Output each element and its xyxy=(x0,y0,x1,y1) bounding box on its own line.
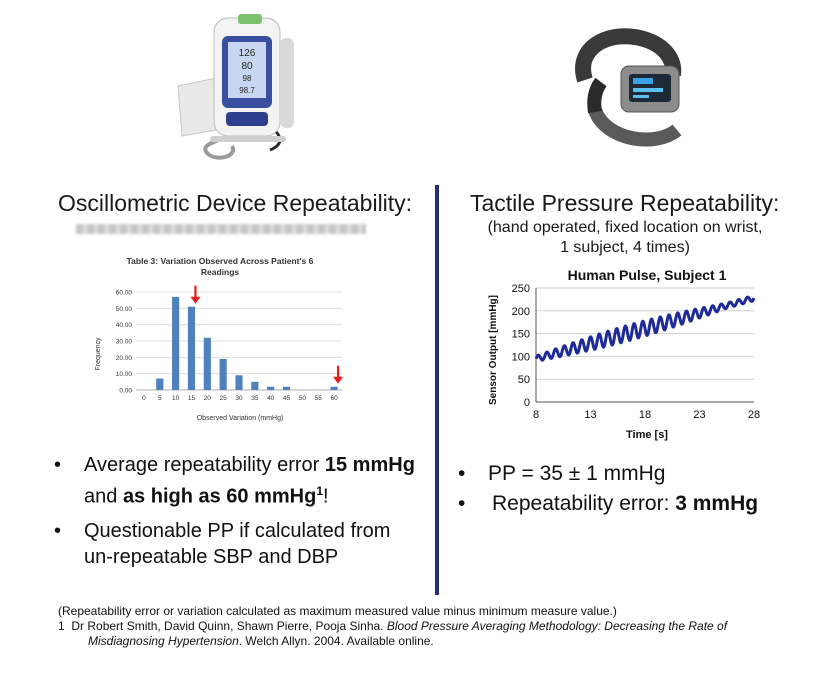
pulse-y-label: Sensor Output [mmHg] xyxy=(488,295,499,405)
pulse-x-tick: 23 xyxy=(693,409,705,421)
pulse-y-tick: 50 xyxy=(518,374,530,386)
footnote-note: (Repeatability error or variation calcul… xyxy=(58,604,617,618)
histogram-bar xyxy=(172,296,180,390)
histogram-y-tick: 40.00 xyxy=(116,322,133,329)
right-heading: Tactile Pressure Repeatability: xyxy=(470,190,780,216)
pulse-y-tick: 100 xyxy=(512,351,530,363)
footnote-authors: Dr Robert Smith, David Quinn, Shawn Pier… xyxy=(71,619,387,633)
histogram-bar xyxy=(156,378,164,390)
histogram-y-tick: 30.00 xyxy=(116,339,133,346)
column-divider xyxy=(435,185,439,595)
bullet-text: Questionable PP if calculated from un-re… xyxy=(84,519,391,568)
footnote-reference: 1 Dr Robert Smith, David Quinn, Shawn Pi… xyxy=(58,619,818,634)
pulse-x-tick: 18 xyxy=(639,409,651,421)
footnote-reference-cont: Misdiagnosing Hypertension. Welch Allyn.… xyxy=(58,634,818,649)
bullet-dot: • xyxy=(458,492,466,515)
pulse-y-tick: 150 xyxy=(512,329,530,341)
right-bullet-list: • PP = 35 ± 1 mmHg • Repeatability error… xyxy=(458,461,818,525)
histogram-x-tick: 30 xyxy=(235,395,243,402)
histogram-y-tick: 10.00 xyxy=(116,371,133,378)
pulse-x-tick: 13 xyxy=(584,409,596,421)
subnote-line-1: (hand operated, fixed location on wrist, xyxy=(487,219,763,236)
bullet-text: ! xyxy=(323,485,329,508)
histogram-x-tick: 25 xyxy=(220,395,228,402)
oscillometric-monitor-image: 126 80 98 98.7 xyxy=(177,14,294,160)
subnote-line-2: 1 subject, 4 times) xyxy=(560,239,690,256)
list-item: • Average repeatability error 15 mmHg an… xyxy=(54,452,424,510)
histogram-x-tick: 5 xyxy=(158,395,162,402)
pulse-chart-title: Human Pulse, Subject 1 xyxy=(568,267,727,283)
histogram-x-tick: 15 xyxy=(188,395,196,402)
footnote-number: 1 xyxy=(58,619,65,633)
variation-histogram: Table 3: Variation Observed Across Patie… xyxy=(90,250,350,430)
pulse-y-tick: 0 xyxy=(524,397,530,409)
bullet-dot: • xyxy=(54,519,62,542)
histogram-title-line-1: Table 3: Variation Observed Across Patie… xyxy=(127,256,314,266)
right-subnote: (hand operated, fixed location on wrist,… xyxy=(470,218,780,258)
left-heading: Oscillometric Device Repeatability: xyxy=(58,190,413,216)
red-arrow-icon xyxy=(190,285,201,304)
wrist-sensor-image xyxy=(575,28,682,147)
histogram-y-tick: 50.00 xyxy=(116,306,133,313)
histogram-x-tick: 55 xyxy=(315,395,323,402)
bullet-text: PP = 35 ± 1 mmHg xyxy=(488,462,666,485)
histogram-bar xyxy=(282,386,291,390)
list-item: • Repeatability error: 3 mmHg xyxy=(458,491,818,517)
footnote-title-cont: Misdiagnosing Hypertension xyxy=(88,634,239,648)
footnote-ref: 1 xyxy=(316,484,324,498)
histogram-x-label: Observed Variation (mmHg) xyxy=(197,415,284,422)
bullet-bold: 15 mmHg xyxy=(324,454,415,476)
pulse-y-tick: 200 xyxy=(512,306,530,318)
histogram-y-tick: 0.00 xyxy=(119,388,132,395)
bullet-text: Average repeatability error xyxy=(84,454,325,476)
histogram-x-tick: 50 xyxy=(299,395,307,402)
histogram-x-tick: 0 xyxy=(142,395,146,402)
bullet-bold: as high as 60 mmHg xyxy=(122,485,317,508)
svg-text:98: 98 xyxy=(243,74,252,83)
histogram-x-tick: 20 xyxy=(204,395,212,402)
histogram-x-tick: 10 xyxy=(172,395,180,402)
pulse-x-tick: 8 xyxy=(533,409,539,421)
histogram-y-label: Frequency xyxy=(95,337,102,371)
red-arrow-icon xyxy=(333,365,344,384)
pulse-y-tick: 250 xyxy=(512,283,530,295)
histogram-bar xyxy=(251,381,259,390)
histogram-bar xyxy=(203,337,211,390)
histogram-x-tick: 40 xyxy=(267,395,275,402)
list-item: • PP = 35 ± 1 mmHg xyxy=(458,461,818,487)
blurred-caption xyxy=(76,224,366,234)
histogram-title-line-2: Readings xyxy=(201,267,240,277)
pulse-line-chart: Human Pulse, Subject 1 0 50 100 150 200 250 8… xyxy=(488,267,760,441)
histogram-y-tick: 60.00 xyxy=(116,290,133,297)
bullet-dot: • xyxy=(458,462,466,485)
histogram-bar xyxy=(187,306,196,390)
svg-text:126: 126 xyxy=(239,48,256,59)
footnote: (Repeatability error or variation calcul… xyxy=(58,604,818,649)
footnote-tail: . Welch Allyn. 2004. Available online. xyxy=(238,634,434,648)
list-item: • Questionable PP if calculated from un-… xyxy=(54,518,424,570)
left-bullet-list: • Average repeatability error 15 mmHg an… xyxy=(54,452,424,578)
bullet-bold: 3 mmHg xyxy=(675,492,759,515)
footnote-title: Blood Pressure Averaging Methodology: De… xyxy=(386,619,728,633)
pulse-x-label: Time [s] xyxy=(626,429,668,441)
histogram-bar xyxy=(267,386,275,390)
pulse-series-line xyxy=(534,295,756,362)
svg-text:80: 80 xyxy=(241,61,253,72)
bullet-text: and xyxy=(84,485,123,508)
histogram-x-tick: 60 xyxy=(330,395,338,402)
histogram-x-tick: 45 xyxy=(283,395,291,402)
bullet-text: Repeatability error: xyxy=(492,492,676,515)
pulse-x-tick: 28 xyxy=(748,409,760,421)
histogram-bar xyxy=(235,375,243,390)
histogram-y-tick: 20.00 xyxy=(116,355,133,362)
bullet-dot: • xyxy=(54,454,62,476)
histogram-x-tick: 35 xyxy=(251,395,259,402)
histogram-bar xyxy=(219,358,227,390)
svg-text:98.7: 98.7 xyxy=(239,86,255,95)
histogram-bar xyxy=(330,386,338,390)
